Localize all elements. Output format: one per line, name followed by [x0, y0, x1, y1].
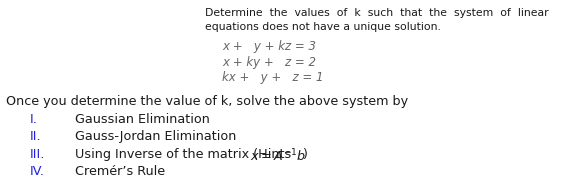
- Text: I.: I.: [30, 113, 38, 126]
- Text: Gauss-Jordan Elimination: Gauss-Jordan Elimination: [75, 130, 237, 143]
- Text: Using Inverse of the matrix (Hints: Using Inverse of the matrix (Hints: [75, 148, 295, 161]
- Text: ): ): [302, 148, 307, 161]
- Text: $x = A^{-1}b$: $x = A^{-1}b$: [250, 148, 306, 165]
- Text: Once you determine the value of k, solve the above system by: Once you determine the value of k, solve…: [6, 95, 408, 108]
- Text: equations does not have a unique solution.: equations does not have a unique solutio…: [205, 22, 441, 32]
- Text: x +   y + kz = 3: x + y + kz = 3: [222, 40, 316, 53]
- Text: kx +   y +   z = 1: kx + y + z = 1: [222, 71, 323, 84]
- Text: Determine  the  values  of  k  such  that  the  system  of  linear: Determine the values of k such that the …: [205, 8, 549, 18]
- Text: x + ky +   z = 2: x + ky + z = 2: [222, 56, 316, 69]
- Text: II.: II.: [30, 130, 42, 143]
- Text: III.: III.: [30, 148, 45, 161]
- Text: Gaussian Elimination: Gaussian Elimination: [75, 113, 210, 126]
- Text: IV.: IV.: [30, 165, 45, 178]
- Text: Cremér’s Rule: Cremér’s Rule: [75, 165, 165, 178]
